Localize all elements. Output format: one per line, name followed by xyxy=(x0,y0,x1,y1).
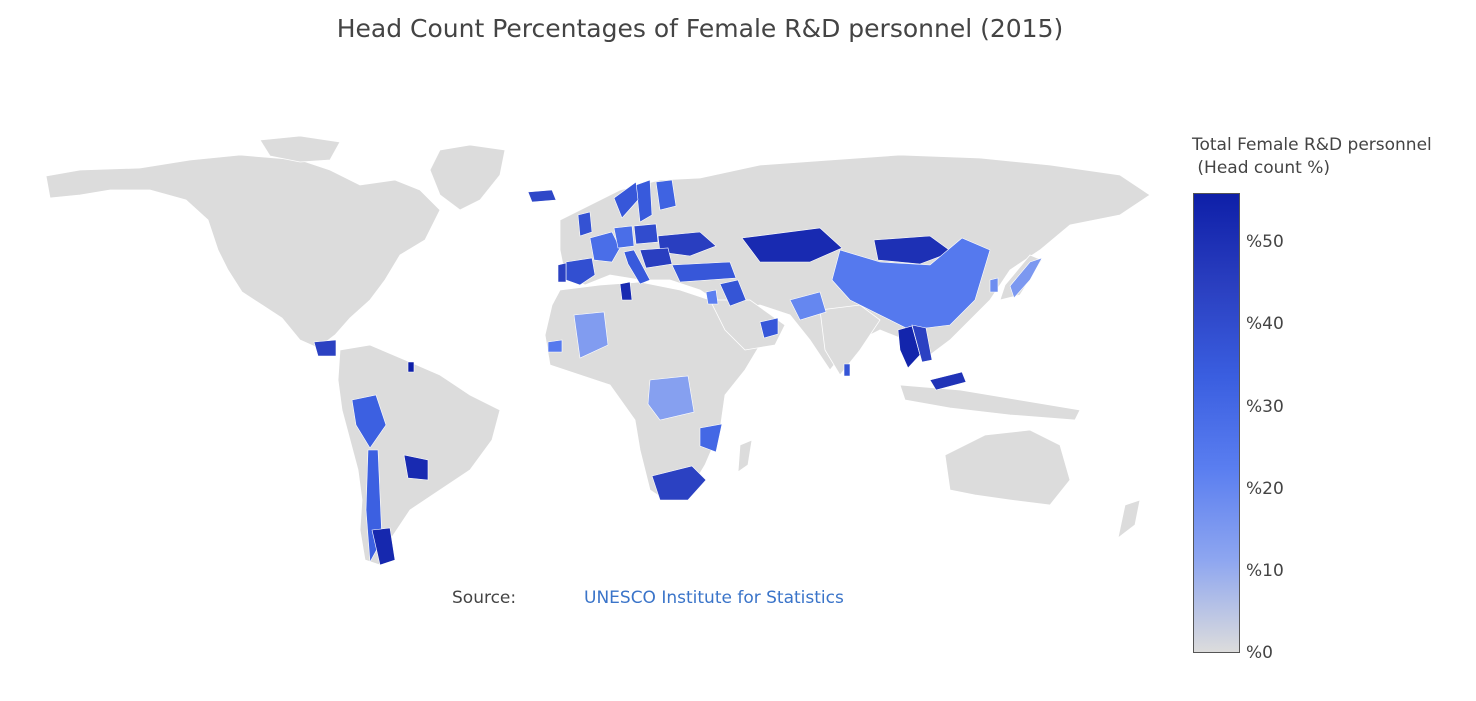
region-south-korea[interactable] xyxy=(989,277,999,293)
colorbar xyxy=(1193,193,1240,653)
region-finland[interactable] xyxy=(655,179,677,211)
region-paraguay[interactable] xyxy=(403,454,429,481)
region-mozambique[interactable] xyxy=(699,423,723,453)
region-south-africa[interactable] xyxy=(651,465,707,501)
region-jordan[interactable] xyxy=(705,289,719,305)
region-pakistan[interactable] xyxy=(789,291,827,321)
region-guatemala[interactable] xyxy=(313,339,337,357)
region-venezuela[interactable] xyxy=(407,361,415,373)
region-mali[interactable] xyxy=(573,311,609,359)
greenland xyxy=(429,144,506,211)
colorbar-tick: %50 xyxy=(1246,232,1284,253)
source-label: Source: xyxy=(452,588,517,608)
colorbar-tick: %20 xyxy=(1246,478,1284,499)
region-iraq[interactable] xyxy=(719,279,747,307)
region-norway[interactable] xyxy=(613,181,639,219)
region-turkey[interactable] xyxy=(671,261,737,283)
indonesia xyxy=(899,384,1081,421)
madagascar xyxy=(737,439,753,473)
region-oman[interactable] xyxy=(759,317,779,339)
chart-title: Head Count Percentages of Female R&D per… xyxy=(336,14,1064,43)
australia xyxy=(944,429,1071,506)
region-dr-congo[interactable] xyxy=(647,375,695,421)
region-thailand[interactable] xyxy=(897,325,921,369)
new-zealand xyxy=(1117,499,1141,539)
colorbar-tick: %0 xyxy=(1246,643,1273,663)
region-germany[interactable] xyxy=(613,225,635,249)
region-kazakhstan[interactable] xyxy=(741,227,843,263)
south-america-landmass xyxy=(337,344,501,566)
region-sri-lanka[interactable] xyxy=(843,363,851,377)
region-senegal[interactable] xyxy=(547,339,563,353)
arctic-islands xyxy=(259,135,341,163)
colorbar-title-line1: Total Female R&D personnel xyxy=(1192,135,1432,155)
colorbar-title-line2: (Head count %) xyxy=(1192,158,1331,178)
region-vietnam[interactable] xyxy=(911,324,933,363)
colorbar-tick: %10 xyxy=(1246,560,1284,581)
region-france[interactable] xyxy=(589,231,621,263)
land-layer xyxy=(45,135,1151,566)
colorbar-title: Total Female R&D personnel (Head count %… xyxy=(1192,134,1432,180)
region-balkans[interactable] xyxy=(639,247,673,269)
region-poland[interactable] xyxy=(633,223,659,245)
colorbar-tick: %30 xyxy=(1246,396,1284,417)
region-italy[interactable] xyxy=(623,249,651,285)
region-tunisia[interactable] xyxy=(619,281,633,301)
north-america-landmass xyxy=(45,154,441,349)
region-sweden[interactable] xyxy=(635,179,653,223)
region-argentina[interactable] xyxy=(371,527,396,566)
source-link[interactable]: UNESCO Institute for Statistics xyxy=(584,588,844,608)
region-portugal[interactable] xyxy=(557,262,567,283)
region-malaysia[interactable] xyxy=(929,371,967,391)
world-map[interactable] xyxy=(0,0,1180,580)
region-iceland[interactable] xyxy=(527,189,557,203)
region-japan[interactable] xyxy=(1009,257,1043,299)
region-mongolia[interactable] xyxy=(873,235,953,265)
region-peru[interactable] xyxy=(351,394,387,449)
region-china[interactable] xyxy=(831,237,991,331)
data-regions[interactable] xyxy=(313,179,1043,566)
colorbar-tick: %40 xyxy=(1246,314,1284,335)
region-united-kingdom[interactable] xyxy=(577,211,593,237)
